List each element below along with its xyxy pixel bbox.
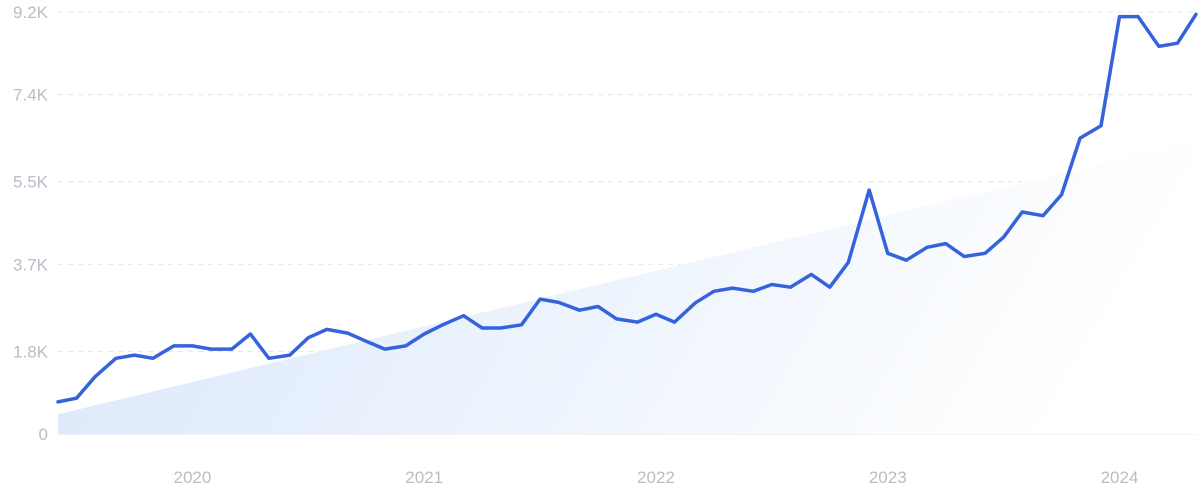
x-tick-label: 2021 bbox=[405, 468, 443, 487]
y-tick-label: 1.8K bbox=[13, 342, 49, 361]
x-tick-label: 2023 bbox=[869, 468, 907, 487]
y-tick-label: 5.5K bbox=[13, 173, 49, 192]
x-axis-tick-labels: 2020 2021 2022 2023 2024 bbox=[174, 468, 1139, 487]
series-line bbox=[56, 12, 1198, 404]
x-tick-label: 2024 bbox=[1101, 468, 1139, 487]
series-lines bbox=[56, 12, 1198, 404]
trend-band-area bbox=[58, 141, 1196, 434]
x-tick-label: 2022 bbox=[637, 468, 675, 487]
y-tick-label: 7.4K bbox=[13, 86, 49, 105]
x-tick-label: 2020 bbox=[174, 468, 212, 487]
trend-band bbox=[58, 141, 1196, 434]
y-tick-label: 3.7K bbox=[13, 255, 49, 274]
y-tick-label: 9.2K bbox=[13, 3, 49, 22]
y-tick-label: 0 bbox=[39, 425, 48, 444]
y-axis-tick-labels: 0 1.8K 3.7K 5.5K 7.4K 9.2K bbox=[13, 3, 49, 444]
